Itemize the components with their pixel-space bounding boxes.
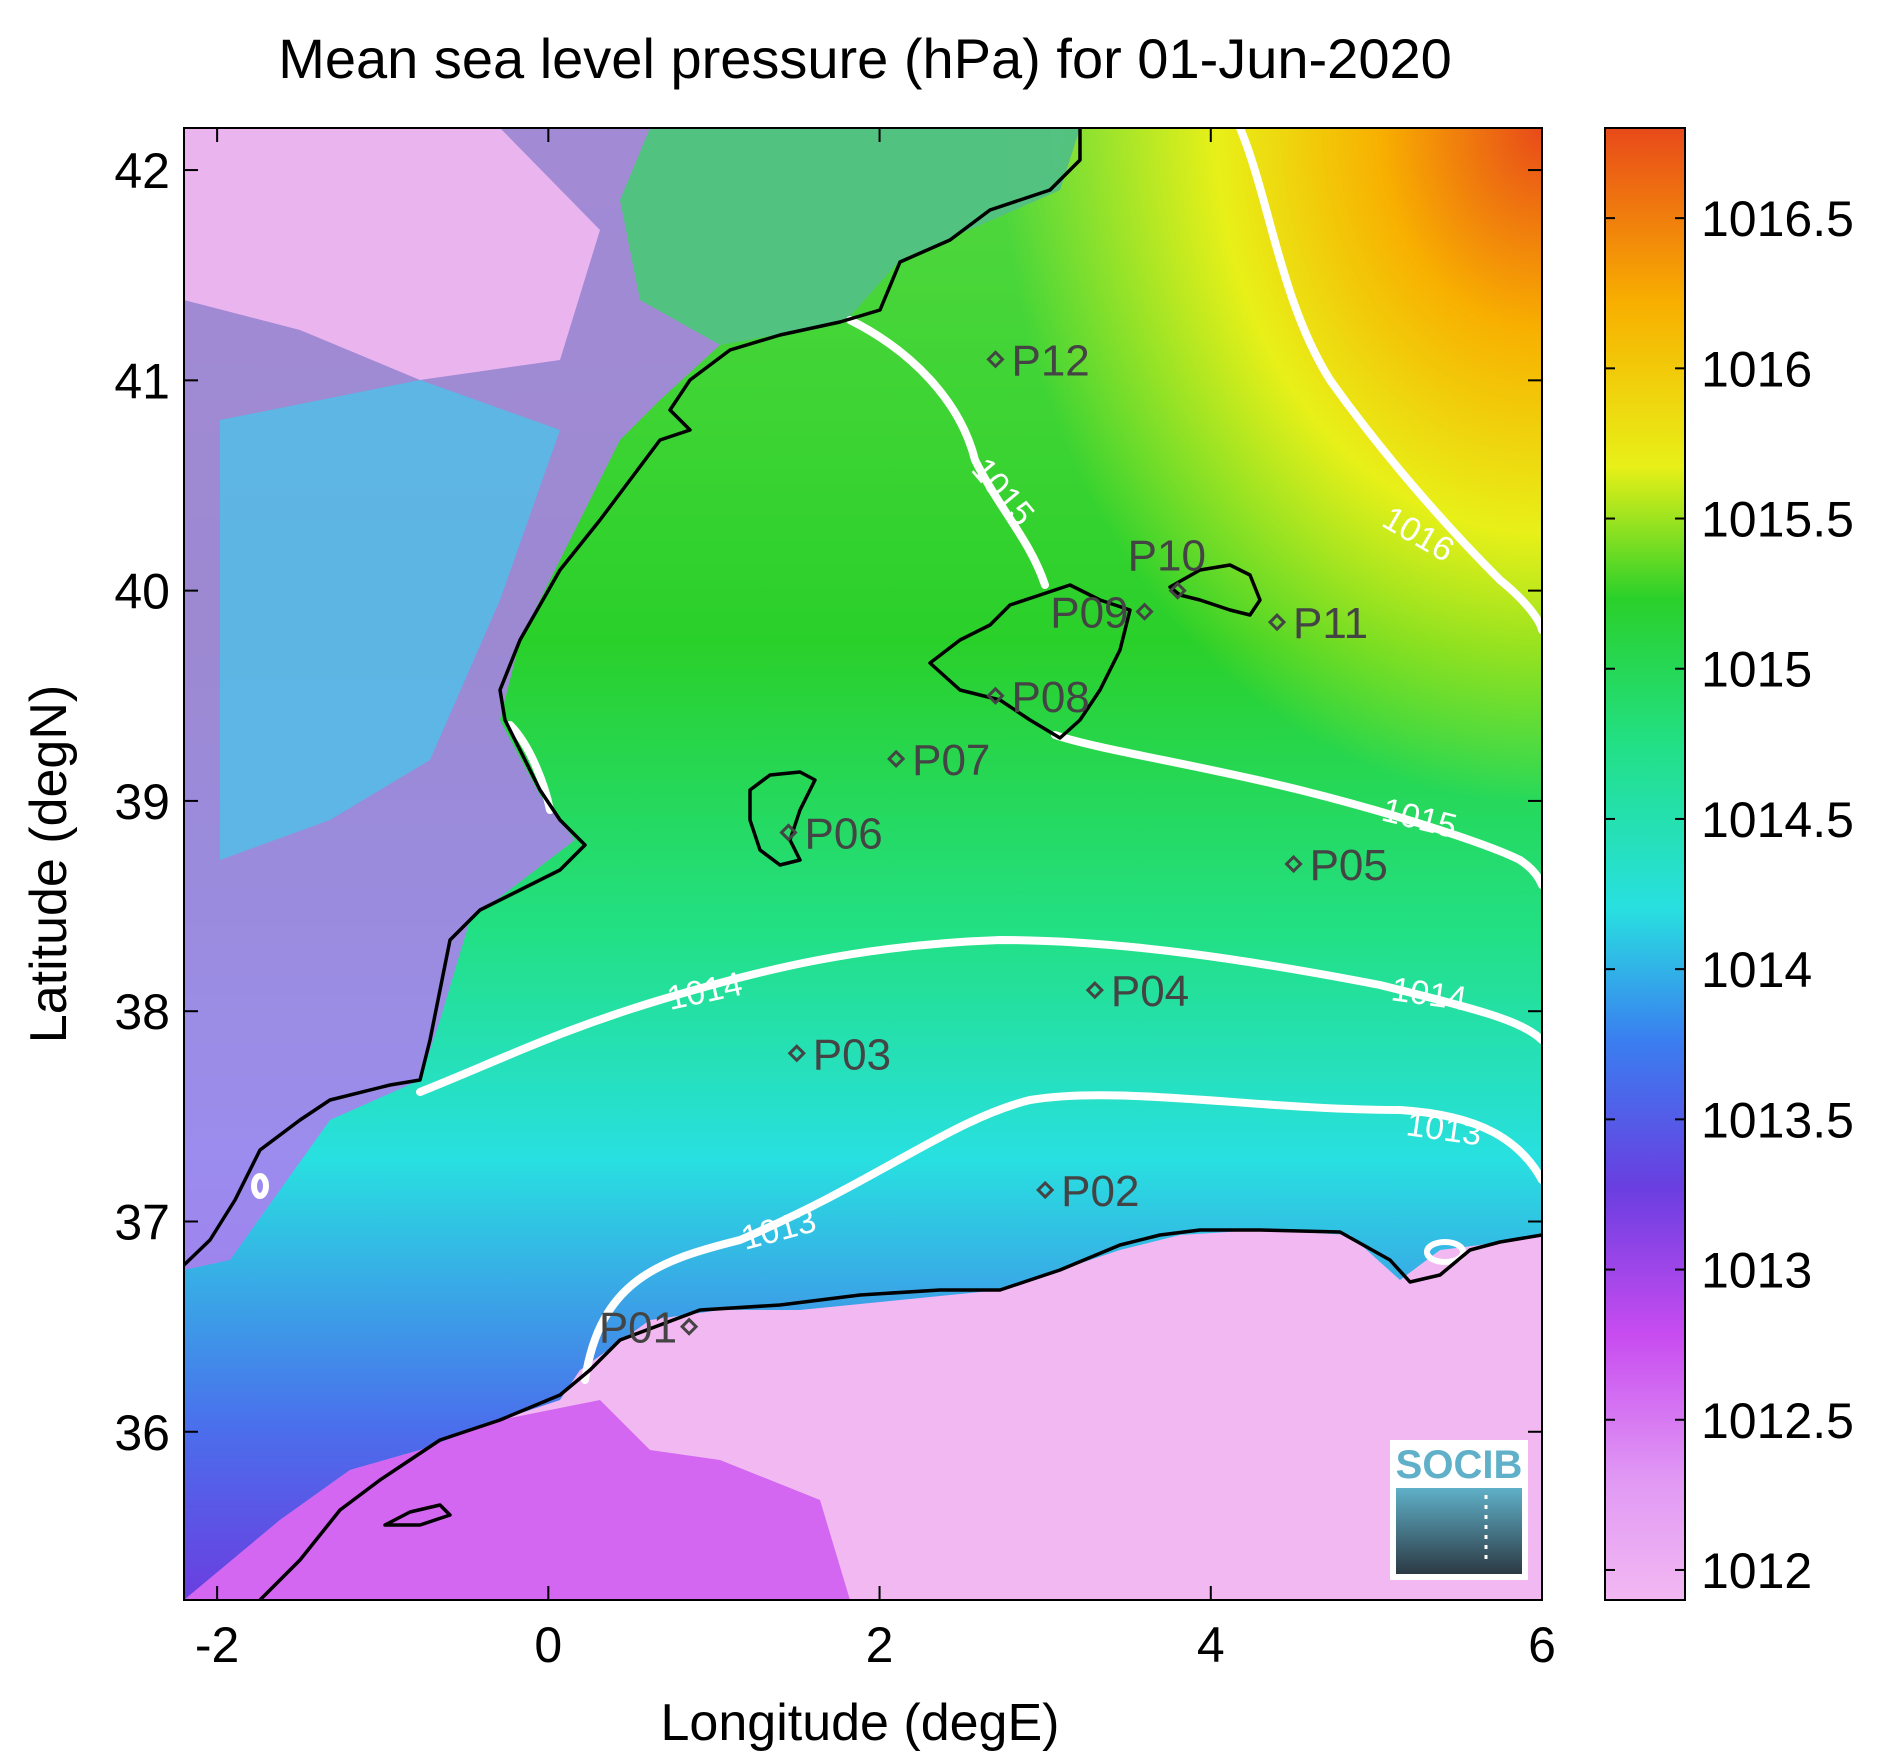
station-marker-icon xyxy=(679,1317,699,1336)
colorbar-tick-label: 1016 xyxy=(1701,341,1812,397)
y-tick-label: 36 xyxy=(114,1405,170,1461)
x-tick-label: 6 xyxy=(1528,1617,1556,1673)
station-p08: P08 xyxy=(986,673,1090,722)
coastlines xyxy=(184,128,1542,1600)
station-marker-icon xyxy=(779,823,798,842)
coastline-mallorca xyxy=(928,583,1132,740)
station-marker-icon xyxy=(887,749,906,768)
colorbar-tick-label: 1015 xyxy=(1701,642,1812,698)
plot-frame xyxy=(183,127,1543,1601)
colorbar-tick-label: 1012.5 xyxy=(1701,1393,1854,1449)
station-p11: P11 xyxy=(1267,599,1368,648)
contour-1013-loop-west xyxy=(251,1173,269,1199)
iberia-land-north xyxy=(184,128,600,380)
station-label: P12 xyxy=(1011,336,1089,385)
contour-1015 xyxy=(846,316,1049,589)
iberia-land-green xyxy=(620,128,1080,345)
y-tick-label: 41 xyxy=(114,353,170,409)
x-tick-label: 2 xyxy=(866,1617,894,1673)
station-label: P05 xyxy=(1310,841,1388,890)
station-p02: P02 xyxy=(1036,1167,1139,1216)
y-tick-label: 38 xyxy=(114,984,170,1040)
station-marker-icon xyxy=(1284,854,1303,874)
station-marker-icon xyxy=(986,350,1005,369)
colorbar-tick-label: 1014 xyxy=(1701,942,1812,998)
station-label: P10 xyxy=(1128,532,1206,581)
y-axis-label: Latitude (degN) xyxy=(20,685,78,1043)
contour-1016 xyxy=(1236,128,1542,634)
colorbar-tick-label: 1013 xyxy=(1701,1243,1812,1299)
colorbar-ticks: 1012 1012.5 1013 1013.5 1014 1014.5 1015 1015.5… xyxy=(1605,191,1854,1599)
station-p09: P09 xyxy=(1050,589,1154,638)
station-marker-icon xyxy=(1168,581,1187,600)
station-marker-icon xyxy=(1135,602,1154,621)
colorbar-tick-label: 1012 xyxy=(1701,1543,1812,1599)
y-axis-ticks: 36 37 38 39 40 41 42 xyxy=(114,143,1542,1461)
colorbar: 1012 1012.5 1013 1013.5 1014 1014.5 1015 1015.5… xyxy=(1604,127,1854,1601)
station-label: P08 xyxy=(1011,673,1089,722)
x-axis-label: Longitude (degE) xyxy=(661,1694,1060,1752)
station-label: P11 xyxy=(1293,599,1368,648)
station-p06: P06 xyxy=(779,809,883,858)
iberia-land-highlands xyxy=(220,380,560,860)
station-p01: P01 xyxy=(599,1304,699,1353)
station-p04: P04 xyxy=(1085,967,1189,1016)
pressure-field-east-high xyxy=(820,128,1542,1028)
chart-title: Mean sea level pressure (hPa) for 01-Jun… xyxy=(278,27,1452,90)
station-label: P06 xyxy=(804,809,882,858)
y-tick-label: 39 xyxy=(114,774,170,830)
contour-1013-loop-east xyxy=(1424,1239,1466,1265)
station-label: P01 xyxy=(599,1304,677,1353)
station-label: P07 xyxy=(912,736,990,785)
y-tick-label: 42 xyxy=(114,143,170,199)
station-marker-icon xyxy=(1085,981,1104,1000)
x-tick-label: -2 xyxy=(195,1617,239,1673)
socib-logo: SOCIB xyxy=(1390,1440,1528,1580)
station-label: P02 xyxy=(1061,1167,1139,1216)
station-label: P04 xyxy=(1111,967,1189,1016)
x-axis-ticks: -2 0 2 4 6 xyxy=(195,128,1556,1673)
colorbar-tick-label: 1013.5 xyxy=(1701,1092,1854,1148)
contour-1013 xyxy=(581,1091,1542,1384)
africa-land-west xyxy=(184,1400,850,1600)
y-tick-label: 40 xyxy=(114,564,170,620)
station-marker-icon xyxy=(787,1044,806,1063)
station-label: P09 xyxy=(1050,589,1128,638)
station-label: P03 xyxy=(813,1030,891,1079)
coastline-africa xyxy=(258,1228,1542,1600)
x-tick-label: 0 xyxy=(534,1617,562,1673)
colorbar-tick-label: 1015.5 xyxy=(1701,492,1854,548)
station-p10: P10 xyxy=(1128,532,1206,600)
station-p07: P07 xyxy=(887,736,990,785)
station-marker-icon xyxy=(986,686,1005,705)
y-tick-label: 37 xyxy=(114,1194,170,1250)
coastline-iberia xyxy=(184,128,1082,1267)
coastline-menorca xyxy=(1168,563,1262,617)
station-p03: P03 xyxy=(787,1030,891,1079)
contour-1014 xyxy=(416,935,1542,1096)
socib-logo-text: SOCIB xyxy=(1396,1443,1523,1487)
colorbar-tick-label: 1016.5 xyxy=(1701,191,1854,247)
pressure-contours xyxy=(251,128,1542,1384)
x-tick-label: 4 xyxy=(1197,1617,1225,1673)
station-p05: P05 xyxy=(1284,841,1388,890)
station-p12: P12 xyxy=(986,336,1090,385)
colorbar-tick-label: 1014.5 xyxy=(1701,792,1854,848)
colorbar-gradient xyxy=(1604,127,1686,1601)
contour-1015-south xyxy=(1051,731,1542,889)
station-marker-icon xyxy=(1267,613,1287,632)
coastline-alboran xyxy=(383,1503,452,1527)
station-marker-icon xyxy=(1036,1180,1055,1200)
